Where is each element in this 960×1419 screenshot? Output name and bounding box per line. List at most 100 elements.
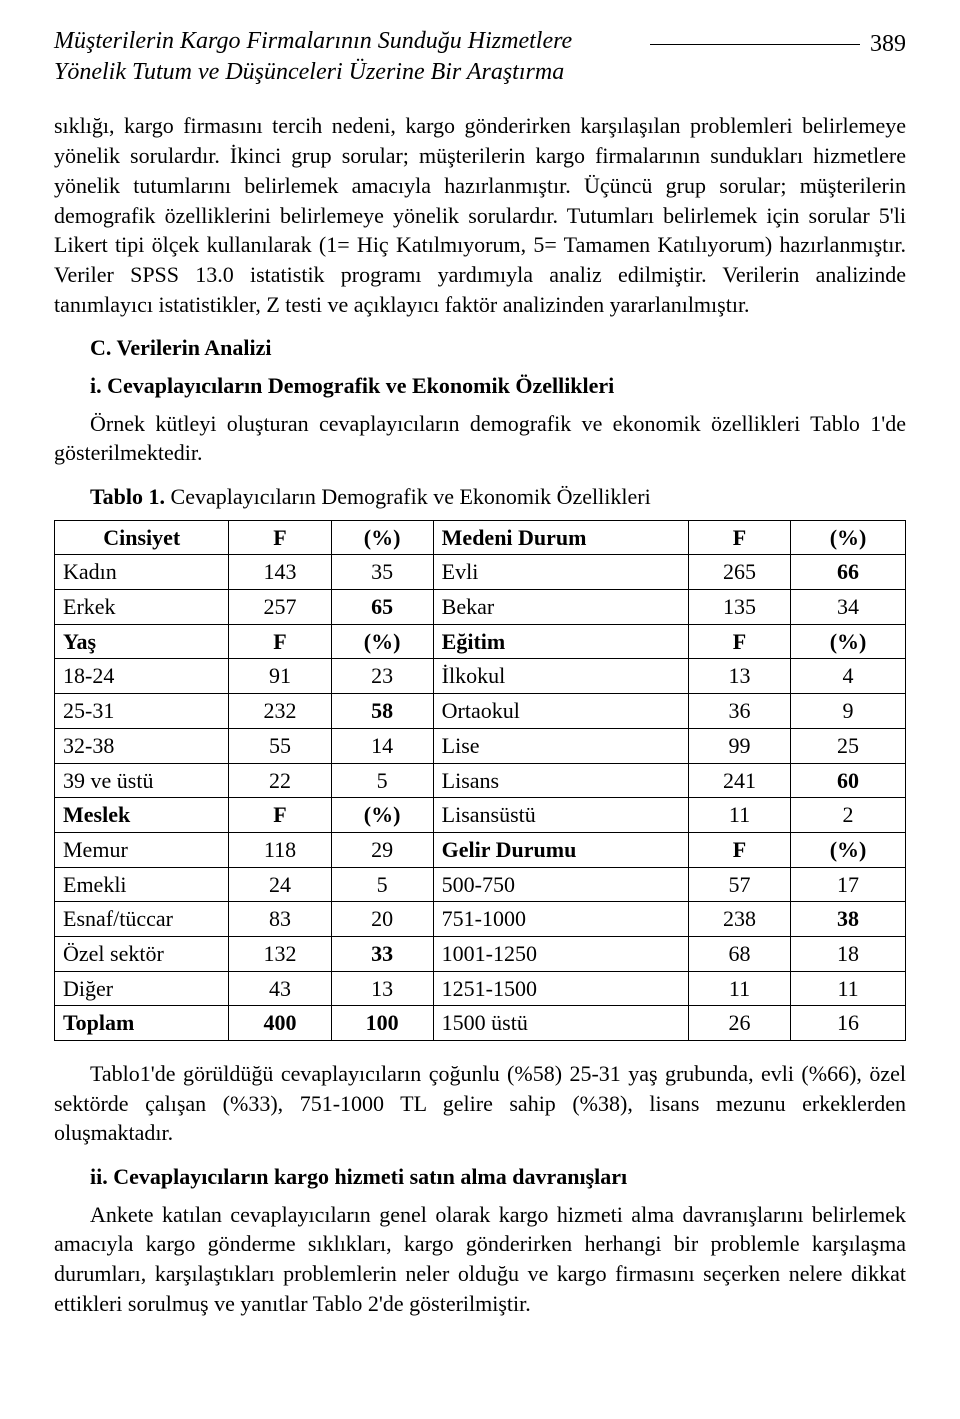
table-row: YaşF(%)EğitimF(%) <box>55 624 906 659</box>
table-cell: 2 <box>791 798 906 833</box>
table-cell: 32-38 <box>55 728 229 763</box>
table-cell: Evli <box>433 555 688 590</box>
table-cell: Lisansüstü <box>433 798 688 833</box>
table-cell: 26 <box>688 1006 790 1041</box>
col-header: F <box>688 520 790 555</box>
table-cell: F <box>229 798 331 833</box>
table-row: Diğer43131251-15001111 <box>55 971 906 1006</box>
table-cell: Yaş <box>55 624 229 659</box>
table-cell: 22 <box>229 763 331 798</box>
table-cell: 9 <box>791 694 906 729</box>
header-title-line2: Yönelik Tutum ve Düşünceleri Üzerine Bir… <box>54 59 564 85</box>
table-cell: 60 <box>791 763 906 798</box>
table-cell: 232 <box>229 694 331 729</box>
page-number: 389 <box>870 28 906 60</box>
table-cell: 18 <box>791 936 906 971</box>
col-header: Medeni Durum <box>433 520 688 555</box>
table-cell: Eğitim <box>433 624 688 659</box>
table-cell: 33 <box>331 936 433 971</box>
table-cell: 25-31 <box>55 694 229 729</box>
table-cell: 11 <box>688 798 790 833</box>
table-cell: Gelir Durumu <box>433 832 688 867</box>
table-cell: Esnaf/tüccar <box>55 902 229 937</box>
table-cell: 14 <box>331 728 433 763</box>
table-cell: 91 <box>229 659 331 694</box>
demographics-table: Cinsiyet F (%) Medeni Durum F (%) Kadın1… <box>54 520 906 1041</box>
table-1-caption-rest: Cevaplayıcıların Demografik ve Ekonomik … <box>165 484 651 509</box>
col-header: Cinsiyet <box>55 520 229 555</box>
table-cell: 500-750 <box>433 867 688 902</box>
table-cell: 1500 üstü <box>433 1006 688 1041</box>
table-cell: 132 <box>229 936 331 971</box>
table-cell: İlkokul <box>433 659 688 694</box>
table-cell: Bekar <box>433 590 688 625</box>
table-cell: 257 <box>229 590 331 625</box>
table-cell: 11 <box>688 971 790 1006</box>
table-cell: 39 ve üstü <box>55 763 229 798</box>
table-cell: 13 <box>331 971 433 1006</box>
table-cell: 65 <box>331 590 433 625</box>
subsection-heading-i: i. Cevaplayıcıların Demografik ve Ekonom… <box>90 371 906 401</box>
col-header: F <box>229 520 331 555</box>
paragraph-2: Örnek kütleyi oluşturan cevaplayıcıların… <box>54 409 906 468</box>
table-cell: 38 <box>791 902 906 937</box>
table-cell: 43 <box>229 971 331 1006</box>
table-cell: 23 <box>331 659 433 694</box>
table-cell: 55 <box>229 728 331 763</box>
table-cell: (%) <box>331 798 433 833</box>
table-cell: 265 <box>688 555 790 590</box>
table-cell: Toplam <box>55 1006 229 1041</box>
table-row: Özel sektör132331001-12506818 <box>55 936 906 971</box>
table-cell: Lise <box>433 728 688 763</box>
table-cell: 751-1000 <box>433 902 688 937</box>
table-row: 39 ve üstü225Lisans24160 <box>55 763 906 798</box>
table-cell: 17 <box>791 867 906 902</box>
table-cell: Memur <box>55 832 229 867</box>
col-header: (%) <box>331 520 433 555</box>
table-cell: 4 <box>791 659 906 694</box>
header-right: 389 <box>650 28 906 60</box>
table-cell: 241 <box>688 763 790 798</box>
paragraph-1: sıklığı, kargo firmasını tercih nedeni, … <box>54 111 906 319</box>
header-title-line1: Müşterilerin Kargo Firmalarının Sunduğu … <box>54 28 572 54</box>
table-cell: 35 <box>331 555 433 590</box>
table-cell: F <box>688 624 790 659</box>
subsection-heading-ii: ii. Cevaplayıcıların kargo hizmeti satın… <box>90 1162 906 1192</box>
table-cell: F <box>688 832 790 867</box>
table-cell: 18-24 <box>55 659 229 694</box>
table-cell: 16 <box>791 1006 906 1041</box>
table-row: Memur11829Gelir DurumuF(%) <box>55 832 906 867</box>
table-row: Toplam4001001500 üstü2616 <box>55 1006 906 1041</box>
table-row: Esnaf/tüccar8320751-100023838 <box>55 902 906 937</box>
paragraph-3: Tablo1'de görüldüğü cevaplayıcıların çoğ… <box>54 1059 906 1148</box>
table-cell: Ortaokul <box>433 694 688 729</box>
table-cell: Meslek <box>55 798 229 833</box>
table-row: 32-385514Lise9925 <box>55 728 906 763</box>
table-cell: 58 <box>331 694 433 729</box>
table-cell: 68 <box>688 936 790 971</box>
table-cell: F <box>229 624 331 659</box>
header-rule <box>650 44 860 45</box>
table-cell: 99 <box>688 728 790 763</box>
table-cell: 29 <box>331 832 433 867</box>
table-cell: 143 <box>229 555 331 590</box>
table-cell: 66 <box>791 555 906 590</box>
table-cell: 118 <box>229 832 331 867</box>
table-cell: (%) <box>791 832 906 867</box>
table-header-row: Cinsiyet F (%) Medeni Durum F (%) <box>55 520 906 555</box>
col-header: (%) <box>791 520 906 555</box>
table-cell: 5 <box>331 763 433 798</box>
running-header: Müşterilerin Kargo Firmalarının Sunduğu … <box>54 26 906 87</box>
table-cell: (%) <box>331 624 433 659</box>
table-cell: Diğer <box>55 971 229 1006</box>
table-cell: 25 <box>791 728 906 763</box>
table-cell: 238 <box>688 902 790 937</box>
table-cell: Erkek <box>55 590 229 625</box>
table-row: Emekli245500-7505717 <box>55 867 906 902</box>
table-cell: 13 <box>688 659 790 694</box>
header-title: Müşterilerin Kargo Firmalarının Sunduğu … <box>54 26 650 87</box>
table-cell: 24 <box>229 867 331 902</box>
section-heading-c: C. Verilerin Analizi <box>90 333 906 363</box>
table-cell: 1001-1250 <box>433 936 688 971</box>
table-cell: 20 <box>331 902 433 937</box>
